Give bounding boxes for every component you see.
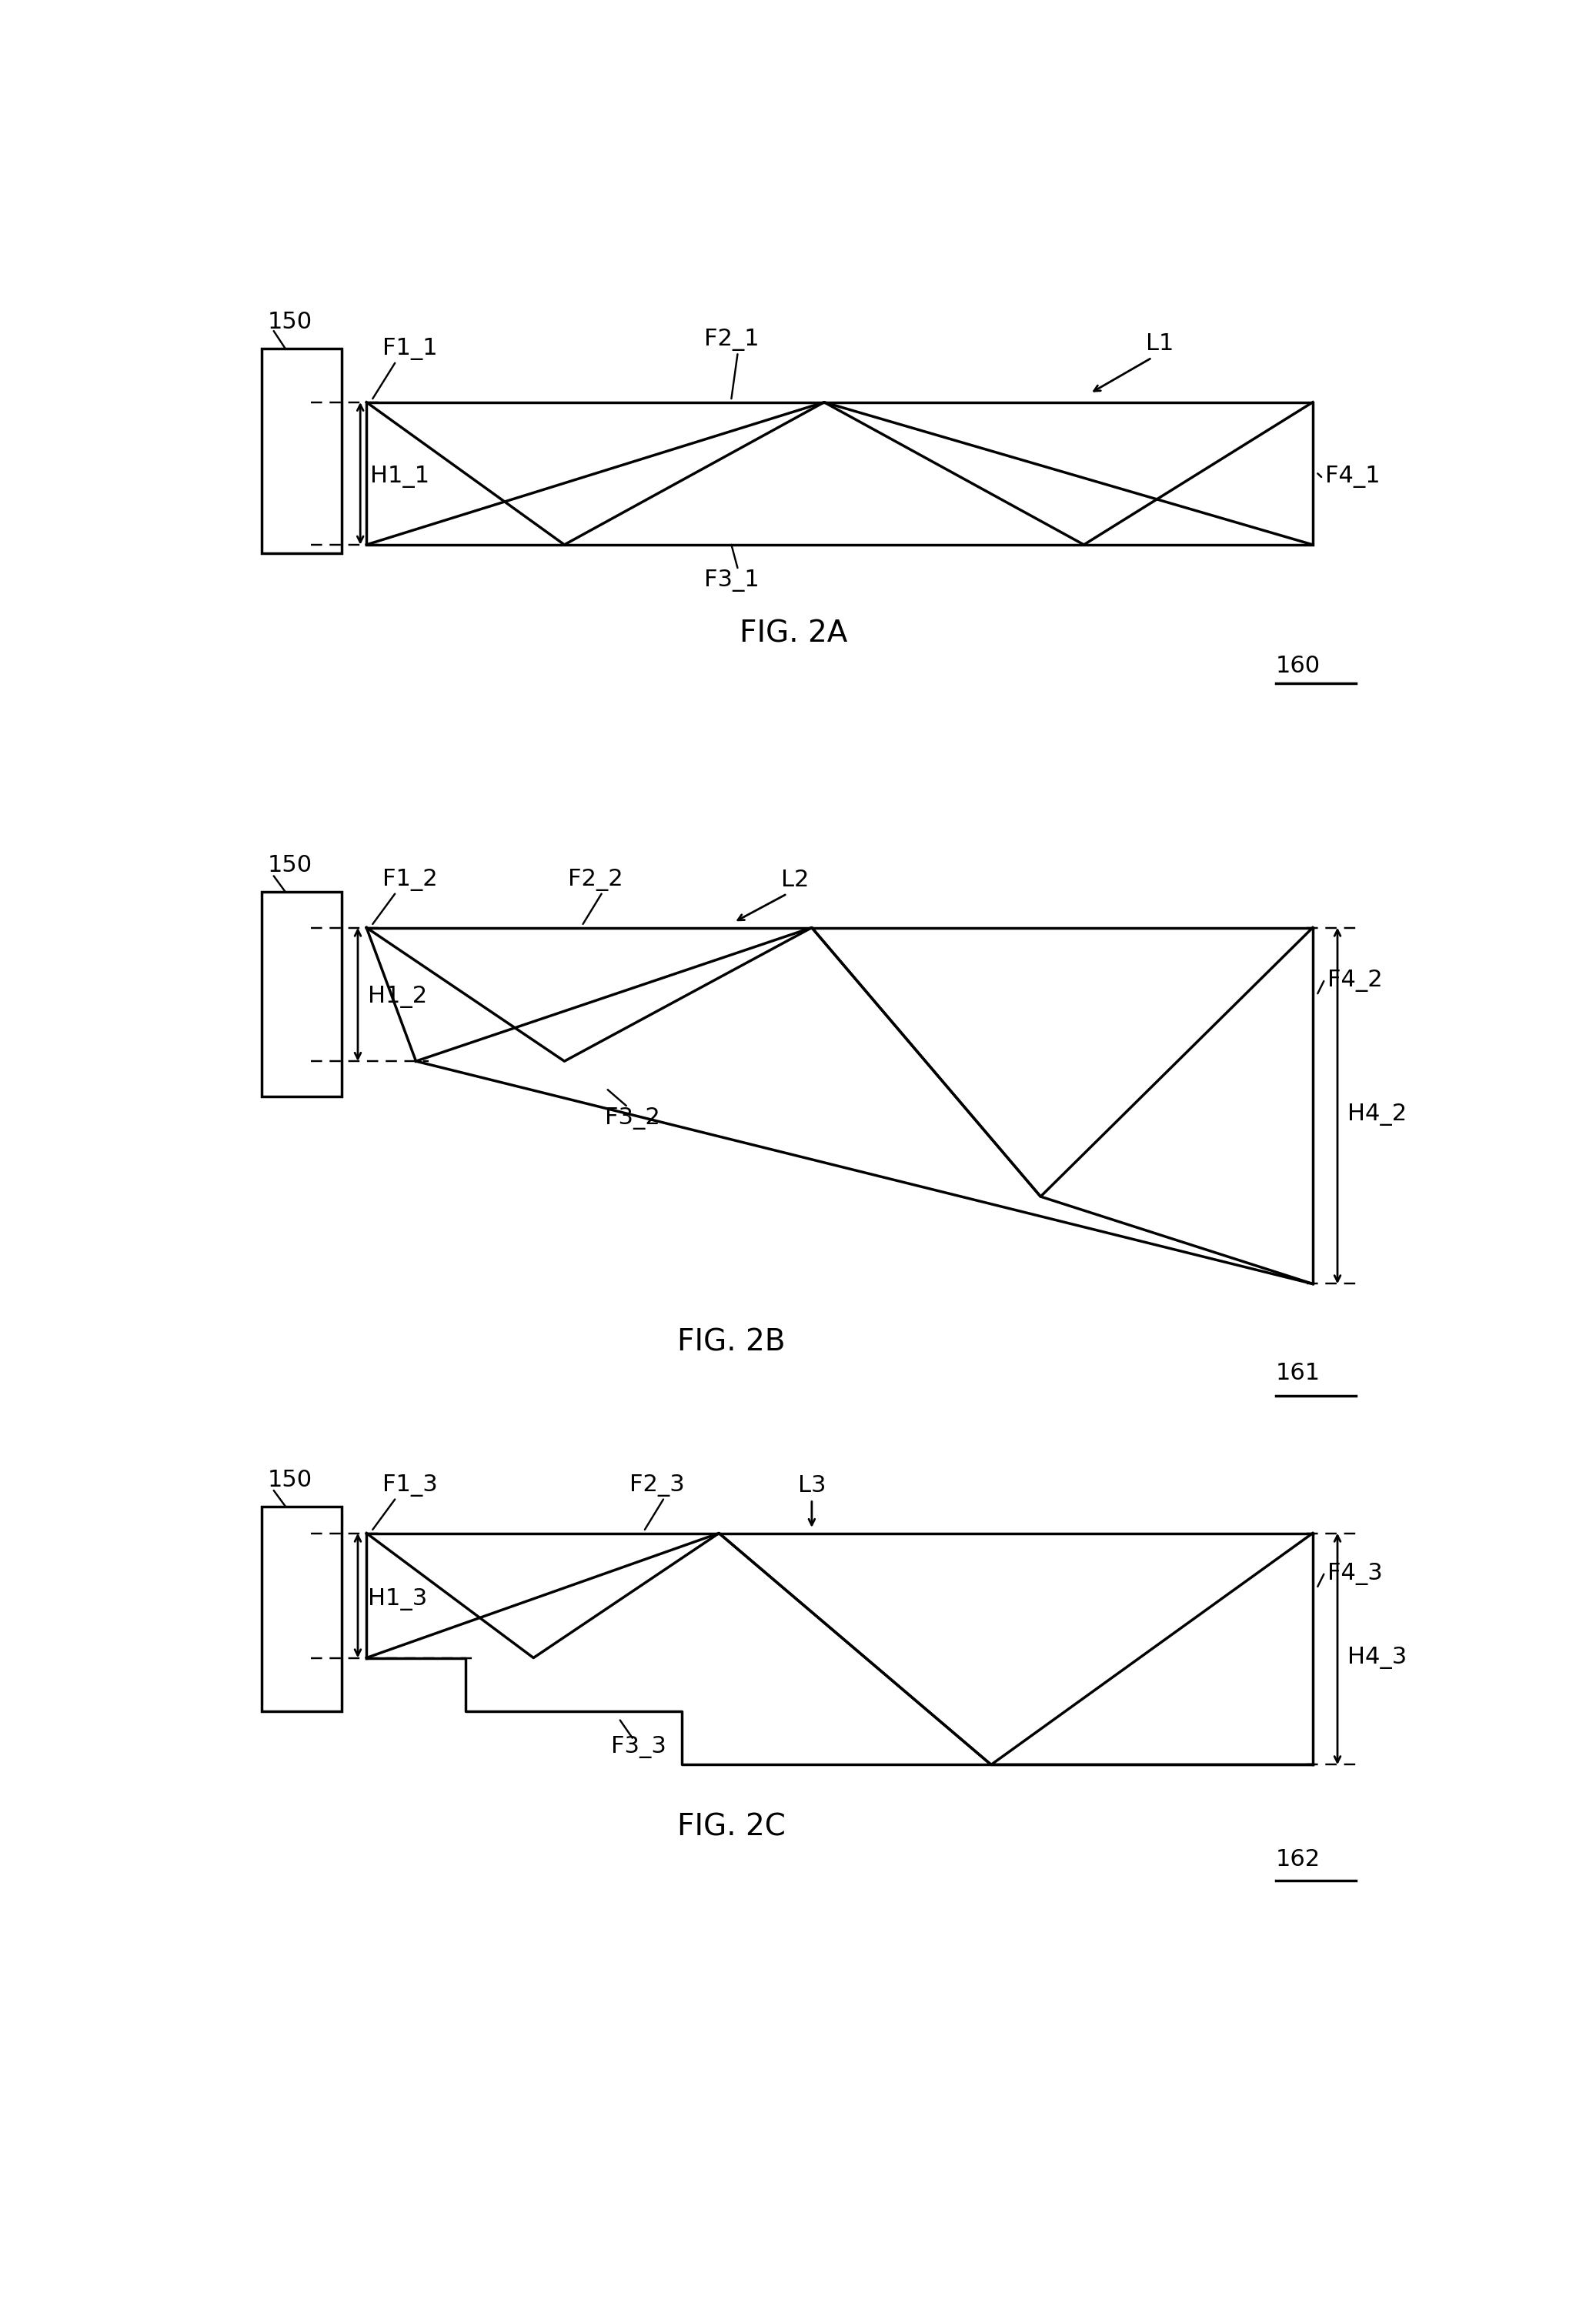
Text: F2_1: F2_1	[704, 328, 760, 352]
Text: L2: L2	[780, 867, 809, 891]
Text: 150: 150	[268, 1469, 313, 1492]
Text: F4_3: F4_3	[1328, 1564, 1382, 1584]
Text: 162: 162	[1275, 1848, 1320, 1871]
Text: 150: 150	[268, 853, 313, 877]
Bar	[367, 402, 1314, 544]
Bar	[262, 349, 342, 553]
Text: F2_3: F2_3	[629, 1473, 685, 1497]
Bar	[262, 893, 342, 1096]
Text: 160: 160	[1275, 655, 1320, 678]
Text: H1_2: H1_2	[367, 985, 428, 1008]
Text: F3_2: F3_2	[605, 1108, 661, 1129]
Text: F1_1: F1_1	[383, 338, 437, 361]
Text: F1_2: F1_2	[383, 867, 437, 891]
Text: F3_1: F3_1	[704, 569, 760, 592]
Text: H1_1: H1_1	[370, 465, 429, 488]
Text: H4_2: H4_2	[1347, 1103, 1406, 1126]
Text: F2_2: F2_2	[568, 867, 622, 891]
Text: FIG. 2C: FIG. 2C	[677, 1813, 785, 1841]
Text: L3: L3	[798, 1473, 825, 1497]
Text: 161: 161	[1275, 1362, 1320, 1383]
Text: F3_3: F3_3	[611, 1735, 666, 1758]
Text: F1_3: F1_3	[383, 1473, 437, 1497]
Text: H1_3: H1_3	[367, 1589, 428, 1610]
Text: H4_3: H4_3	[1347, 1647, 1406, 1670]
Text: F4_1: F4_1	[1325, 465, 1381, 488]
Text: FIG. 2A: FIG. 2A	[739, 620, 847, 648]
Text: FIG. 2B: FIG. 2B	[677, 1328, 785, 1358]
Text: L1: L1	[1146, 333, 1173, 354]
Bar	[262, 1506, 342, 1712]
Text: 150: 150	[268, 310, 313, 333]
Text: F4_2: F4_2	[1328, 969, 1382, 992]
